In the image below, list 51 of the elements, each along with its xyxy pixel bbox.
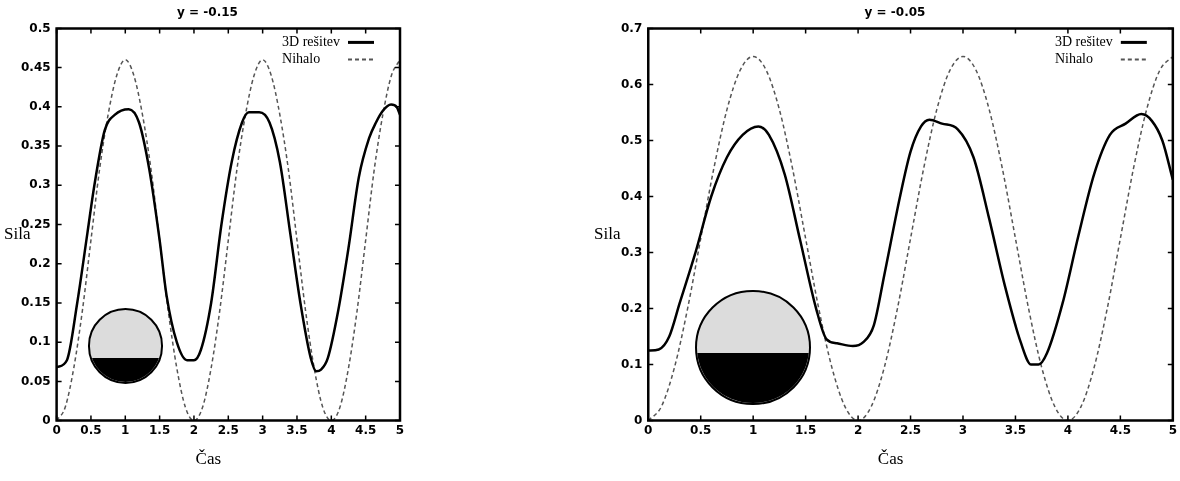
y-tick-label: 0.15 (21, 295, 51, 310)
chart-title: y = -0.15 (177, 5, 238, 20)
y-tick-label: 0.7 (620, 20, 643, 35)
y-tick-label: 0.5 (29, 20, 51, 35)
y-tick-label: 0.6 (620, 76, 643, 91)
legend-label: Nihalo (1054, 51, 1094, 67)
legend-label: Nihalo (282, 51, 321, 67)
x-tick-label: 5 (1168, 422, 1177, 437)
y-tick-label: 0.3 (29, 177, 51, 192)
y-tick-label: 0.35 (21, 138, 51, 153)
x-tick-label: 4.5 (1109, 422, 1131, 437)
x-tick-label: 3 (958, 422, 968, 437)
x-tick-label: 4 (327, 422, 336, 437)
x-tick-label: 2 (853, 422, 863, 437)
y-tick-label: 0.45 (21, 59, 51, 74)
y-tick-label: 0.2 (29, 255, 51, 270)
x-tick-label: 3.5 (1004, 422, 1027, 437)
x-axis-title: Čas (195, 448, 222, 468)
y-axis-title: Sila (594, 223, 621, 243)
chart-title: y = -0.05 (864, 5, 926, 20)
x-axis-title: Čas (877, 448, 904, 468)
y-tick-label: 0 (42, 412, 51, 427)
y-tick-label: 0.5 (620, 132, 643, 147)
x-tick-label: 3 (258, 422, 267, 437)
line-series (648, 55, 1173, 421)
x-tick-label: 2 (189, 422, 199, 437)
x-tick-label: 3.5 (286, 422, 308, 437)
y-tick-label: 0.4 (620, 188, 643, 203)
x-tick-label: 0 (52, 422, 61, 437)
y-tick-label: 0 (633, 412, 643, 427)
x-tick-label: 4 (1063, 422, 1073, 437)
x-tick-label: 0 (644, 422, 653, 437)
x-tick-label: 1.5 (148, 422, 171, 437)
y-tick-label: 0.25 (21, 216, 51, 231)
y-tick-label: 0.1 (29, 334, 51, 349)
x-tick-label: 1 (121, 422, 130, 437)
x-tick-label: 0.5 (690, 422, 712, 437)
y-tick-label: 0.05 (21, 373, 51, 388)
x-tick-label: 1.5 (795, 422, 817, 437)
legend-label: 3D rešitev (1054, 34, 1113, 50)
x-tick-label: 5 (395, 422, 405, 437)
y-tick-label: 0.4 (29, 98, 51, 113)
legend-label: 3D rešitev (282, 34, 341, 50)
x-tick-label: 2.5 (217, 422, 239, 437)
x-tick-label: 0.5 (80, 422, 102, 437)
x-tick-label: 4.5 (355, 422, 377, 437)
y-tick-label: 0.1 (620, 356, 643, 371)
x-tick-label: 1 (748, 422, 758, 437)
y-tick-label: 0.3 (620, 244, 643, 259)
x-tick-label: 2.5 (899, 422, 922, 437)
y-tick-label: 0.2 (620, 300, 643, 315)
